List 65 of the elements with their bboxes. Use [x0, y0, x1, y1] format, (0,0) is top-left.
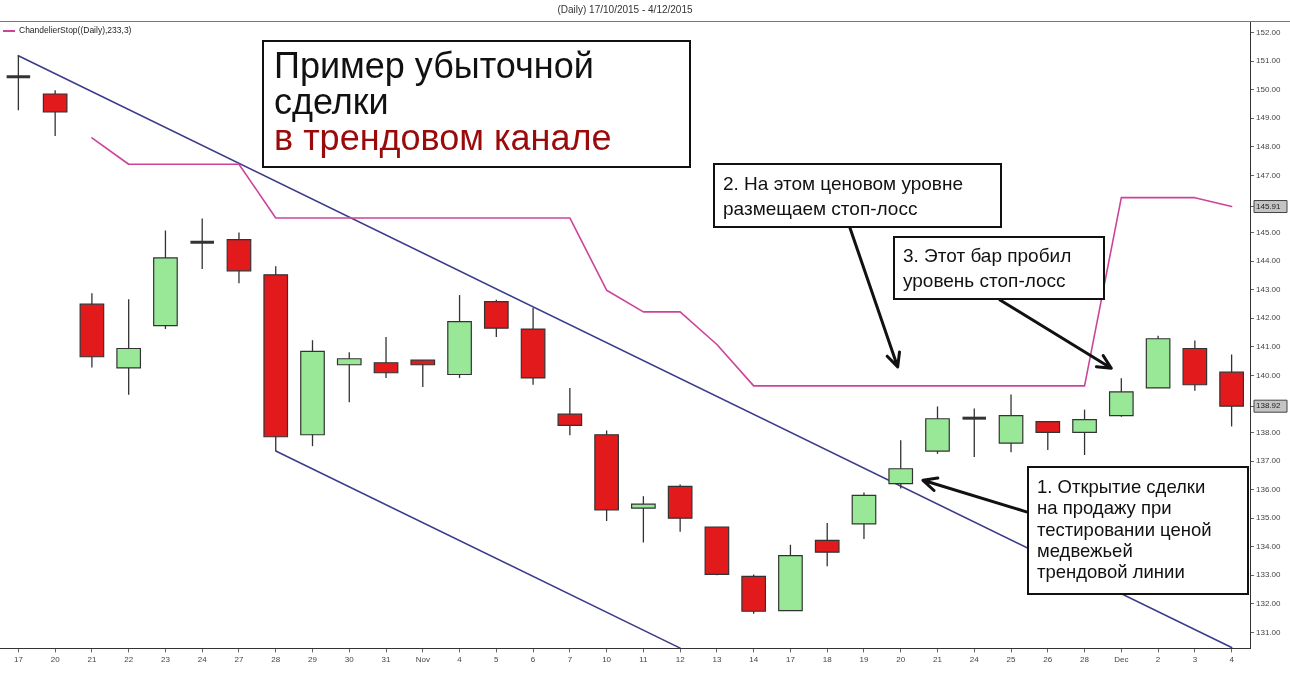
x-tick-label: 17 [13, 655, 24, 665]
y-tick-label: 133.00 [1256, 570, 1282, 580]
y-tick-label: 147.00 [1256, 170, 1282, 180]
y-tick-label: 138.00 [1256, 427, 1282, 437]
y-tick-label: 136.00 [1256, 484, 1282, 494]
x-tick-label: 4 [457, 655, 463, 665]
x-tick-label: 17 [785, 655, 796, 665]
x-tick-label: 24 [969, 655, 980, 665]
x-tick-label: 19 [859, 655, 869, 665]
x-tick-label: 7 [567, 655, 573, 665]
x-tick-label: 30 [344, 655, 355, 665]
x-tick-label: 12 [675, 655, 686, 665]
y-tick-label: 141.00 [1256, 341, 1282, 351]
candlestick [190, 217, 214, 270]
x-tick-label: 24 [197, 655, 208, 665]
x-tick-label: 29 [308, 655, 318, 665]
annotation: 1. Открытие сделки на продажу при тестировании ценой медвежьей трендовой линии [1037, 476, 1213, 583]
x-tick-label: 4 [1229, 655, 1235, 665]
x-tick-label: 28 [271, 655, 281, 665]
x-tick-label: 23 [160, 655, 171, 665]
chart-title: (Daily) 17/10/2015 - 4/12/2015 [557, 3, 693, 15]
candlestick [1072, 408, 1097, 456]
x-tick-label: 10 [602, 655, 612, 665]
x-tick-label: 20 [50, 655, 61, 665]
y-tick-label: 150.00 [1256, 84, 1282, 94]
x-tick-label: 18 [822, 655, 833, 665]
x-tick-label: 31 [381, 655, 392, 665]
y-tick-label: 151.00 [1256, 56, 1282, 66]
x-tick-label: 25 [1006, 655, 1017, 665]
y-tick-label: 149.00 [1256, 113, 1282, 123]
y-tick-label: 145.91 [1256, 201, 1282, 211]
x-tick-label: 6 [530, 655, 536, 665]
x-tick-label: 26 [1043, 655, 1053, 665]
y-tick-label: 152.00 [1256, 27, 1282, 37]
x-tick-label: 27 [234, 655, 244, 665]
y-tick-label: 142.00 [1256, 313, 1282, 323]
x-tick-label: 13 [712, 655, 722, 665]
x-tick-label: 21 [87, 655, 97, 665]
y-tick-label: 145.00 [1256, 227, 1282, 237]
x-tick-label: 28 [1080, 655, 1090, 665]
x-tick-label: 20 [896, 655, 906, 665]
y-tick-label: 137.00 [1256, 456, 1282, 466]
y-tick-label: 143.00 [1256, 284, 1282, 294]
y-tick-label: 148.00 [1256, 142, 1282, 152]
candlestick [962, 407, 987, 458]
x-tick-label: 5 [494, 655, 500, 665]
x-tick-label: 2 [1155, 655, 1161, 665]
y-tick-label: 132.00 [1256, 599, 1282, 609]
y-tick-label: 135.00 [1256, 513, 1282, 523]
y-tick-label: 131.00 [1256, 627, 1282, 637]
x-tick-label: 3 [1192, 655, 1198, 665]
x-tick-label: 22 [124, 655, 134, 665]
y-tick-label: 134.00 [1256, 541, 1282, 551]
x-tick-label: 21 [933, 655, 943, 665]
x-tick-label: Dec [1114, 655, 1129, 665]
legend-label: ChandelierStop((Daily),233,3) [19, 25, 132, 36]
y-tick-label: 140.00 [1256, 370, 1282, 380]
annotation: 3. Этот бар пробил уровень стоп-лосс [903, 244, 1073, 293]
x-tick-label: Nov [415, 655, 430, 665]
x-tick-label: 14 [749, 655, 759, 665]
candlestick [6, 55, 31, 111]
x-tick-label: 11 [639, 655, 649, 665]
annotation: 2. На этом ценовом уровне размещаем стоп-лосс [723, 172, 965, 221]
y-tick-label: 138.92 [1256, 401, 1282, 411]
y-tick-label: 144.00 [1256, 256, 1282, 266]
